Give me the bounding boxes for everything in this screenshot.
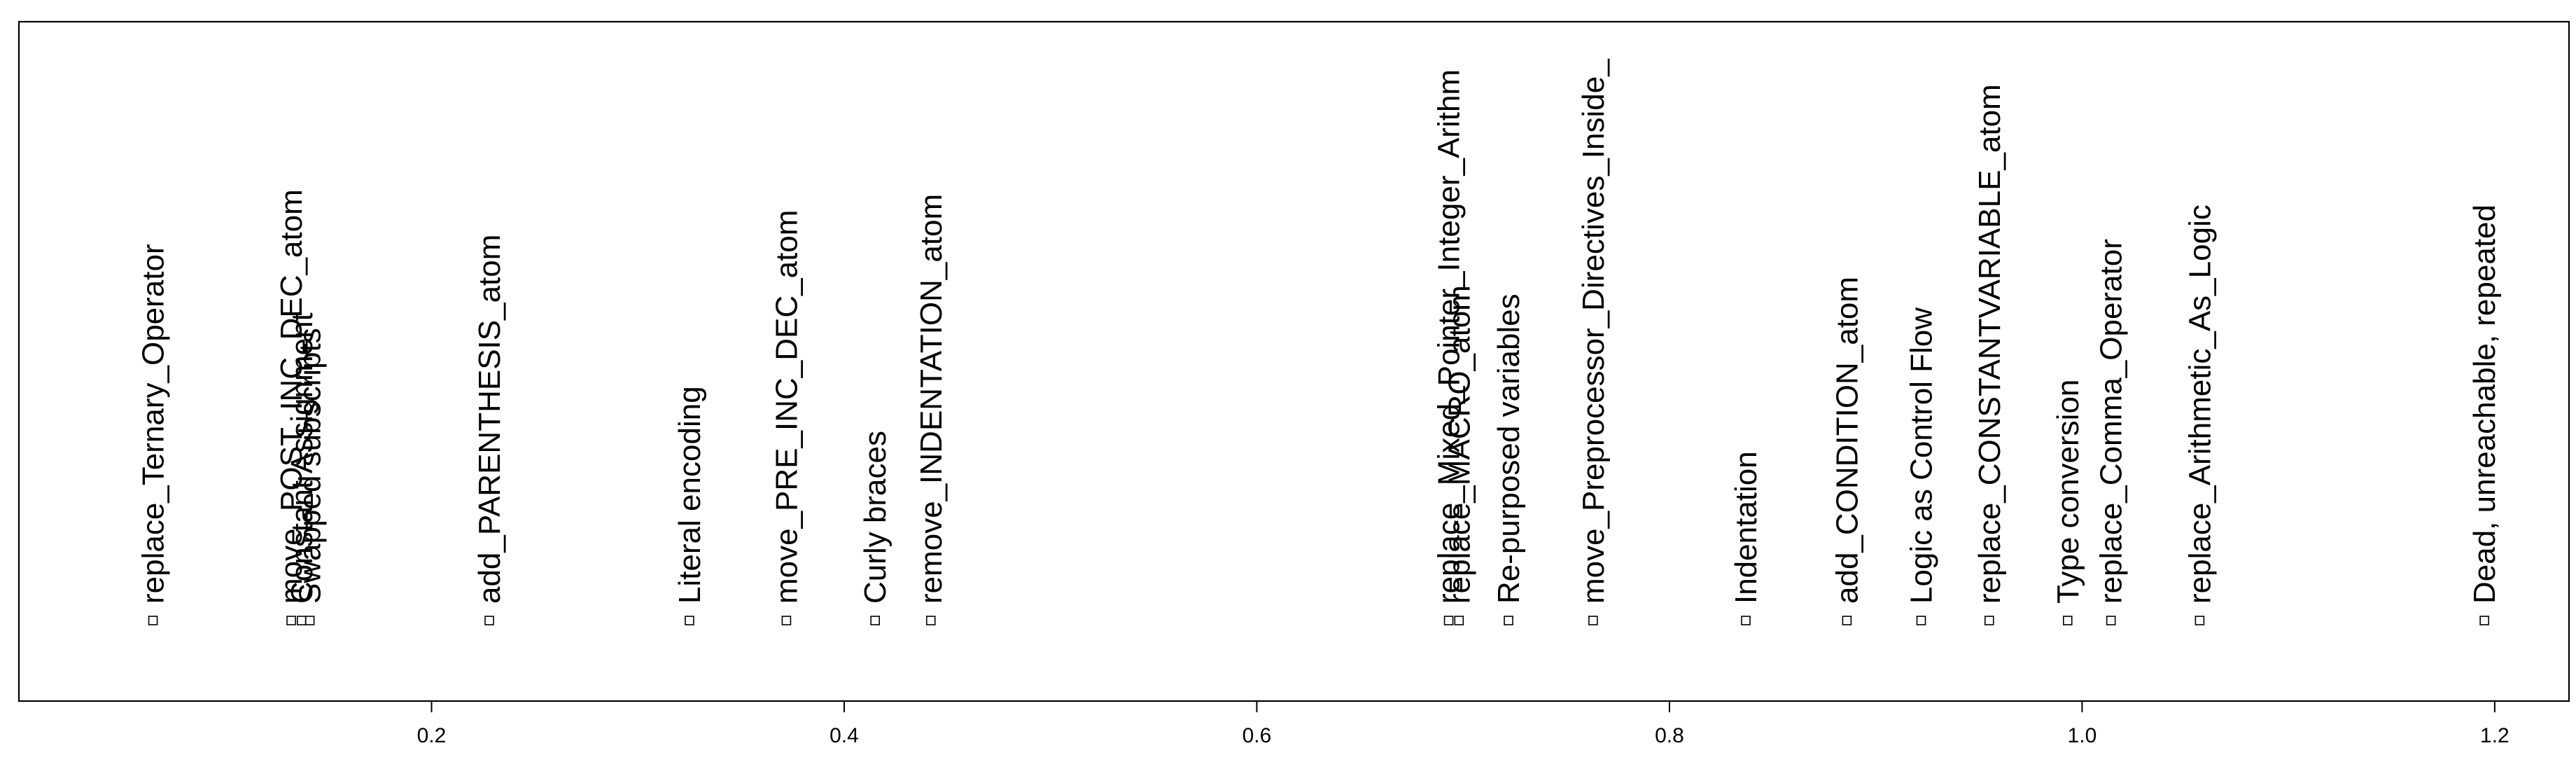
point-label: move_Preprocessor_Directives_Inside_	[1576, 59, 1611, 604]
point-label: replace_Mixed_Pointer_Integer_Arithm	[1432, 69, 1466, 604]
point-label: Swapped subscripts	[293, 328, 328, 604]
point-marker	[685, 616, 694, 625]
point-label: replace_MACRO_atom	[1442, 285, 1476, 604]
point-label: Re-purposed variables	[1492, 293, 1526, 604]
x-tick-label: 0.6	[1242, 724, 1272, 747]
point-marker	[1443, 616, 1454, 625]
point-label: remove_INDENTATION_atom	[914, 194, 948, 604]
point-marker	[1916, 616, 1926, 625]
point-label: replace_CONSTANTVARIABLE_atom	[1973, 84, 2007, 604]
point-label: Constant Assignment	[285, 312, 319, 604]
point-marker	[148, 616, 158, 625]
point-marker	[484, 616, 494, 625]
point-marker	[1454, 616, 1464, 625]
point-label: move_POST_INC_DEC_atom	[274, 189, 309, 604]
point-label: add_PARENTHESIS_atom	[472, 235, 507, 604]
point-marker	[2106, 616, 2116, 625]
point-label: move_PRE_INC_DEC_atom	[769, 210, 804, 604]
point-marker	[296, 616, 307, 625]
point-label: replace_Comma_Operator	[2094, 239, 2129, 604]
point-marker	[1842, 616, 1852, 625]
point-label: replace_Arithmetic_As_Logic	[2183, 205, 2217, 604]
point-marker	[925, 616, 936, 625]
point-marker	[1504, 616, 1513, 625]
point-marker	[1588, 616, 1598, 625]
point-label: add_CONDITION_atom	[1830, 277, 1864, 604]
point-marker	[1741, 616, 1751, 625]
plot-frame	[18, 20, 2570, 702]
point-label: Type conversion	[2051, 380, 2085, 604]
point-marker	[286, 616, 296, 625]
x-tick-label: 0.2	[417, 724, 447, 747]
point-label: replace_Ternary_Operator	[136, 244, 171, 604]
point-marker	[2194, 616, 2205, 625]
point-label: Logic as Control Flow	[1905, 307, 1939, 604]
x-tick-label: 1.2	[2480, 724, 2510, 747]
point-marker	[2062, 616, 2073, 625]
x-axis: 0.2 0.4 0.6 0.8 1.0 1.2	[417, 701, 2510, 747]
point-marker	[304, 616, 315, 625]
x-tick-label: 0.4	[830, 724, 859, 747]
point-marker	[870, 616, 880, 625]
point-label: Curly braces	[858, 431, 892, 604]
point-marker	[1984, 616, 1994, 625]
point-label: Dead, unreachable, repeated	[2468, 205, 2502, 604]
x-tick-label: 1.0	[2068, 724, 2097, 747]
data-points: replace_Ternary_Operator move_POST_INC_DE…	[136, 59, 2502, 625]
point-label: Literal encoding	[673, 386, 707, 604]
point-label: Indentation	[1729, 451, 1763, 604]
point-marker	[781, 616, 792, 625]
point-marker	[2479, 616, 2489, 625]
x-tick-label: 0.8	[1655, 724, 1684, 747]
